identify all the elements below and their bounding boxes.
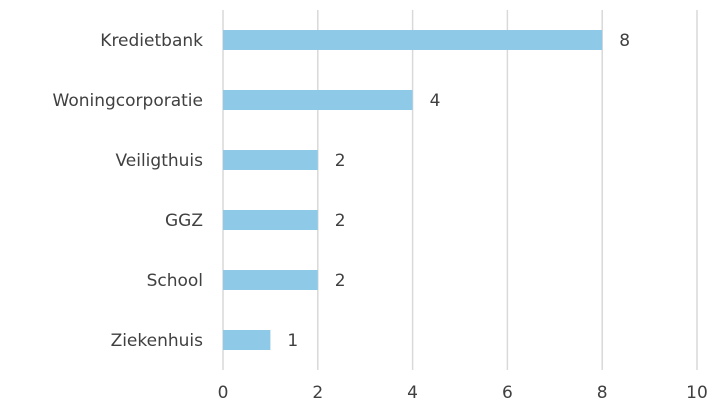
data-label: 2 — [335, 271, 346, 291]
x-tick-label: 4 — [407, 383, 418, 403]
x-tick-label: 0 — [218, 383, 229, 403]
x-tick-label: 2 — [312, 383, 323, 403]
bar — [223, 270, 318, 290]
y-tick-label: Woningcorporatie — [53, 91, 203, 111]
y-tick-label: School — [147, 271, 203, 291]
bar — [223, 90, 413, 110]
y-tick-label: Veiligthuis — [115, 151, 203, 171]
x-tick-label: 10 — [686, 383, 708, 403]
data-label: 8 — [619, 31, 630, 51]
data-label: 4 — [430, 91, 441, 111]
bar — [223, 30, 603, 50]
bar — [223, 150, 318, 170]
data-label: 1 — [287, 331, 298, 351]
bar — [223, 210, 318, 230]
y-tick-label: GGZ — [165, 211, 203, 231]
x-tick-label: 6 — [502, 383, 513, 403]
data-label: 2 — [335, 151, 346, 171]
y-tick-label: Ziekenhuis — [111, 331, 204, 351]
bar — [223, 330, 271, 350]
y-tick-label: Kredietbank — [100, 31, 203, 51]
data-label: 2 — [335, 211, 346, 231]
x-tick-label: 8 — [597, 383, 608, 403]
